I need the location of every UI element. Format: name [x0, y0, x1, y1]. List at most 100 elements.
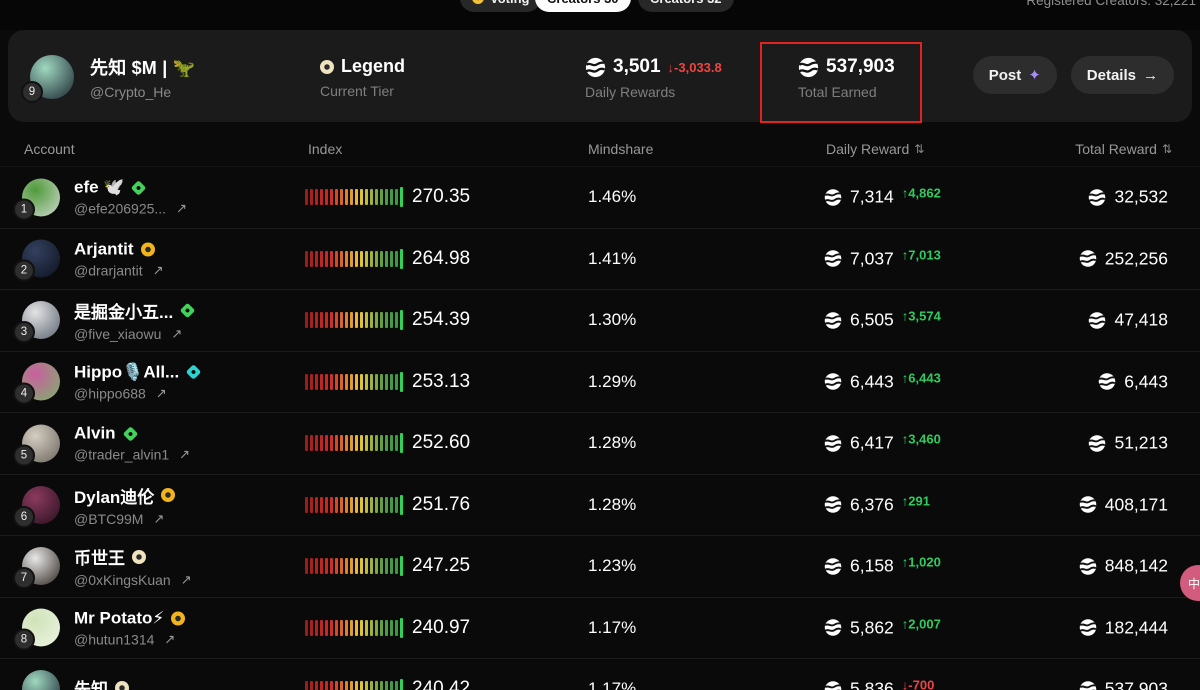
mindshare-value: 1.17%: [588, 679, 637, 690]
rank-badge: 1: [13, 198, 35, 221]
daily-reward-cell: 7,037 ↑7,013: [824, 247, 941, 269]
index-cell: 254.39: [305, 309, 470, 331]
creator-handle[interactable]: @hippo688: [74, 385, 146, 402]
index-value: 253.13: [412, 370, 471, 392]
tab-creators-30-label: Creators 30: [547, 0, 619, 6]
daily-reward-value: 6,158: [850, 555, 894, 576]
table-row[interactable]: 9 先知 240.42 1.17% 5,836 ↓-700: [0, 658, 1200, 690]
rank-number: 1: [20, 203, 28, 216]
index-cell: 247.25: [305, 555, 470, 577]
total-reward-cell: 848,142: [1079, 556, 1168, 577]
index-bars: [305, 556, 403, 577]
daily-reward-value: 7,314: [850, 186, 894, 207]
rank-number: 8: [20, 633, 28, 646]
total-reward-value: 182,444: [1104, 617, 1168, 638]
external-link-icon[interactable]: ↗: [179, 446, 191, 462]
external-link-icon[interactable]: ↗: [153, 510, 165, 526]
index-value: 247.25: [412, 555, 471, 577]
creator-name: efe 🕊️: [74, 177, 125, 197]
external-link-icon[interactable]: ↗: [176, 200, 187, 216]
daily-reward-cell: 5,836 ↓-700: [824, 678, 934, 690]
index-cell: 240.42: [305, 678, 470, 690]
creator-handle[interactable]: @hutun1314: [74, 631, 155, 648]
table-row[interactable]: 6 Dylan迪伦 @BTC99M ↗ 251.76 1.28% 6,376: [0, 473, 1200, 536]
account-cell: 8 Mr Potato⚡ @hutun1314 ↗: [13, 608, 186, 651]
total-reward-cell: 537,903: [1079, 679, 1168, 690]
index-cell: 252.60: [305, 432, 470, 454]
total-reward-value: 408,171: [1104, 494, 1168, 515]
creator-handle[interactable]: @drarjantit: [74, 262, 143, 279]
mindshare-cell: 1.28%: [588, 433, 636, 453]
sparkle-icon: ✦: [1028, 67, 1041, 84]
index-cell: 270.35: [305, 186, 470, 208]
rank-number: 2: [20, 264, 28, 277]
total-reward-value: 47,418: [1114, 309, 1168, 330]
token-icon: [824, 496, 842, 514]
sort-icon[interactable]: ⇅: [914, 142, 925, 156]
token-icon: [1079, 619, 1097, 637]
rank-badge: 9: [21, 81, 43, 103]
token-icon: [585, 57, 606, 78]
external-link-icon[interactable]: ↗: [164, 631, 176, 647]
creator-handle[interactable]: @efe206925...: [74, 200, 167, 217]
external-link-icon[interactable]: ↗: [152, 262, 164, 278]
index-cell: 264.98: [305, 248, 470, 270]
sort-icon[interactable]: ⇅: [1161, 142, 1172, 156]
table-row[interactable]: 5 Alvin @trader_alvin1 ↗ 252.60 1.28% 6,: [0, 412, 1200, 474]
total-reward-value: 252,256: [1104, 248, 1168, 269]
details-button-label: Details: [1086, 66, 1136, 84]
creator-handle[interactable]: @BTC99M: [74, 510, 144, 527]
tier-badge-icon: [140, 242, 155, 257]
table-row[interactable]: 7 币世王 @0xKingsKuan ↗ 247.25 1.23% 6,158: [0, 535, 1200, 597]
total-earned-stat: 537,903 Total Earned: [798, 56, 895, 100]
tier-coin-icon: [320, 59, 334, 74]
index-value: 264.98: [412, 247, 471, 269]
tab-creators-32[interactable]: Creators 32: [638, 0, 734, 12]
table-row[interactable]: 3 是掘金小五... @five_xiaowu ↗ 254.39 1.30% 6: [0, 289, 1200, 351]
total-reward-cell: 47,418: [1088, 310, 1168, 331]
index-bars: [305, 248, 403, 269]
index-value: 252.60: [412, 432, 471, 454]
token-icon: [1079, 680, 1097, 690]
daily-reward-value: 6,417: [850, 432, 894, 453]
token-icon: [824, 619, 842, 637]
token-icon: [824, 250, 842, 268]
daily-reward-value: 6,376: [850, 494, 894, 515]
table-row[interactable]: 4 Hippo🎙️All... @hippo688 ↗ 253.13 1.29%: [0, 350, 1200, 413]
account-cell: 3 是掘金小五... @five_xiaowu ↗: [13, 298, 196, 344]
rank-badge: 5: [13, 444, 35, 467]
table-row[interactable]: 2 Arjantit @drarjantit ↗ 264.98 1.41% 7,: [0, 227, 1200, 290]
current-user-identity[interactable]: 9 先知 $M | 🦖 @Crypto_He: [21, 54, 195, 103]
creator-handle[interactable]: @five_xiaowu: [74, 326, 162, 343]
tier-badge-icon: [171, 611, 186, 626]
avatar[interactable]: [22, 670, 60, 690]
external-link-icon[interactable]: ↗: [180, 572, 192, 588]
mindshare-cell: 1.17%: [588, 618, 636, 638]
table-row[interactable]: 1 efe 🕊️ @efe206925... ↗ 270.35 1.46% 7: [0, 166, 1200, 228]
translate-widget[interactable]: 中A: [1180, 565, 1200, 601]
tab-voting[interactable]: Voting: [460, 0, 542, 12]
table-row[interactable]: 8 Mr Potato⚡ @hutun1314 ↗ 240.97 1.17% 5: [0, 596, 1200, 659]
creator-handle[interactable]: @trader_alvin1: [74, 446, 170, 463]
external-link-icon[interactable]: ↗: [171, 326, 183, 342]
header-account: Account: [24, 141, 75, 157]
tier-badge-icon: [179, 302, 196, 319]
account-cell: 1 efe 🕊️ @efe206925... ↗: [13, 177, 187, 221]
header-daily-reward[interactable]: Daily Reward ⇅: [826, 141, 925, 157]
rank-number: 4: [20, 387, 28, 400]
index-value: 251.76: [412, 493, 471, 515]
rank-badge: 2: [13, 259, 35, 282]
creator-handle[interactable]: @0xKingsKuan: [74, 572, 171, 589]
daily-reward-value: 6,443: [850, 371, 894, 392]
header-total-reward[interactable]: Total Reward ⇅: [1075, 141, 1172, 157]
coin-icon: [472, 0, 484, 4]
post-button[interactable]: Post ✦: [972, 56, 1057, 94]
registered-creators-count: Registered Creators: 32,221: [1026, 0, 1196, 8]
total-reward-value: 51,213: [1114, 432, 1168, 453]
daily-change: ↑6,443: [901, 370, 941, 386]
total-reward-cell: 32,532: [1088, 187, 1168, 208]
current-user-handle[interactable]: @Crypto_He: [90, 84, 172, 100]
external-link-icon[interactable]: ↗: [155, 385, 167, 401]
details-button[interactable]: Details →: [1070, 56, 1174, 94]
tab-creators-30[interactable]: Creators 30: [535, 0, 631, 12]
